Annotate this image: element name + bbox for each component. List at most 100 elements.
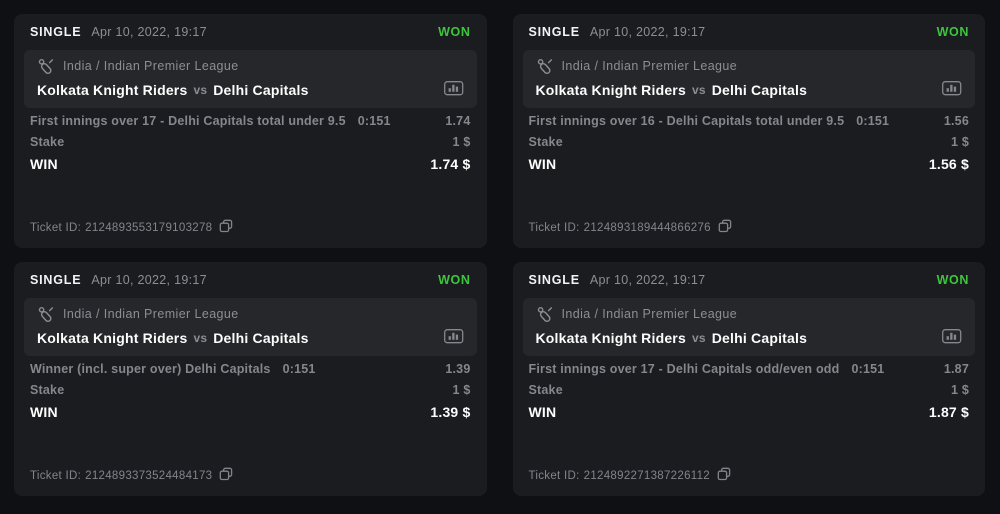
ticket-id-prefix: Ticket ID: (30, 469, 82, 482)
stake-row: Stake 1 $ (30, 135, 471, 156)
stake-value: 1 $ (452, 383, 471, 397)
cricket-bat-icon (37, 57, 55, 75)
win-value: 1.74 $ (430, 156, 471, 172)
copy-ticket-button[interactable] (718, 219, 732, 236)
card-header: SINGLE Apr 10, 2022, 19:17 WON (30, 14, 471, 50)
win-label: WIN (528, 156, 557, 172)
league-label: India / Indian Premier League (561, 306, 738, 321)
match-panel: India / Indian Premier League Kolkata Kn… (522, 298, 975, 356)
bet-odds: 1.74 (445, 114, 471, 128)
stake-value: 1 $ (951, 135, 969, 149)
ticket-row: Ticket ID: 2124892271387226112 (529, 467, 970, 484)
win-value: 1.87 $ (928, 404, 969, 420)
bar-chart-icon (443, 329, 464, 347)
league-row: India / Indian Premier League (37, 305, 464, 323)
win-label: WIN (528, 404, 557, 420)
win-row: WIN 1.87 $ (529, 404, 970, 427)
match-stats-button[interactable] (443, 81, 464, 99)
match-stats-button[interactable] (942, 329, 962, 347)
copy-icon (219, 467, 233, 484)
league-label: India / Indian Premier League (561, 58, 738, 73)
ticket-row: Ticket ID: 2124893189444866276 (529, 219, 970, 236)
bet-details: First innings over 17 - Delhi Capitals o… (529, 362, 970, 427)
bet-details: First innings over 16 - Delhi Capitals t… (529, 114, 970, 179)
stake-label: Stake (30, 135, 65, 149)
bet-row: First innings over 17 - Delhi Capitals o… (529, 362, 970, 383)
card-header: SINGLE Apr 10, 2022, 19:17 WON (529, 14, 970, 50)
match-panel: India / Indian Premier League Kolkata Kn… (24, 298, 477, 356)
win-label: WIN (30, 156, 58, 172)
match-row: Kolkata Knight Riders vs Delhi Capitals (37, 80, 464, 100)
home-team: Kolkata Knight Riders (535, 82, 686, 98)
bet-type-label: SINGLE (30, 25, 82, 39)
ticket-id-prefix: Ticket ID: (30, 221, 82, 234)
ticket-row: Ticket ID: 2124893373524484173 (30, 467, 471, 484)
win-row: WIN 1.56 $ (529, 156, 970, 179)
cricket-bat-icon (536, 57, 554, 75)
bet-name: First innings over 16 - Delhi Capitals t… (528, 114, 845, 128)
bet-row: First innings over 16 - Delhi Capitals t… (529, 114, 970, 135)
bet-details: First innings over 17 - Delhi Capitals t… (30, 114, 471, 179)
bet-ticket-card: SINGLE Apr 10, 2022, 19:17 WON India / I… (14, 14, 487, 248)
bet-datetime: Apr 10, 2022, 19:17 (91, 25, 207, 39)
vs-label: vs (193, 331, 208, 345)
copy-icon (717, 467, 731, 484)
stake-value: 1 $ (951, 383, 969, 397)
win-label: WIN (30, 404, 58, 420)
bet-details: Winner (incl. super over) Delhi Capitals… (30, 362, 471, 427)
ticket-id-prefix: Ticket ID: (528, 221, 580, 234)
home-team: Kolkata Knight Riders (37, 330, 188, 346)
league-row: India / Indian Premier League (536, 305, 963, 323)
stake-label: Stake (528, 135, 563, 149)
cricket-bat-icon (536, 305, 554, 323)
bet-odds: 1.87 (943, 362, 969, 376)
win-value: 1.39 $ (430, 404, 471, 420)
bet-odds: 1.56 (943, 114, 969, 128)
bet-odds: 1.39 (445, 362, 471, 376)
ticket-id: 2124892271387226112 (583, 469, 711, 482)
vs-label: vs (691, 331, 706, 345)
bet-type-label: SINGLE (528, 25, 580, 39)
bar-chart-icon (942, 329, 962, 347)
status-badge: WON (936, 273, 969, 287)
match-score: 0:151 (856, 114, 890, 128)
vs-label: vs (691, 83, 706, 97)
match-panel: India / Indian Premier League Kolkata Kn… (522, 50, 975, 108)
match-stats-button[interactable] (942, 81, 962, 99)
match-stats-button[interactable] (443, 329, 464, 347)
copy-icon (219, 219, 233, 236)
bet-ticket-card: SINGLE Apr 10, 2022, 19:17 WON India / I… (512, 262, 985, 496)
away-team: Delhi Capitals (213, 330, 309, 346)
copy-ticket-button[interactable] (717, 467, 731, 484)
win-value: 1.56 $ (928, 156, 969, 172)
bet-row: First innings over 17 - Delhi Capitals t… (30, 114, 471, 135)
bet-datetime: Apr 10, 2022, 19:17 (589, 273, 706, 287)
bet-name: Winner (incl. super over) Delhi Capitals (30, 362, 271, 376)
status-badge: WON (438, 25, 471, 39)
bet-type-label: SINGLE (528, 273, 580, 287)
home-team: Kolkata Knight Riders (535, 330, 686, 346)
match-score: 0:151 (851, 362, 885, 376)
away-team: Delhi Capitals (711, 82, 808, 98)
bet-row: Winner (incl. super over) Delhi Capitals… (30, 362, 471, 383)
ticket-id-prefix: Ticket ID: (528, 469, 580, 482)
bar-chart-icon (942, 81, 962, 99)
match-score: 0:151 (282, 362, 316, 376)
card-header: SINGLE Apr 10, 2022, 19:17 WON (30, 262, 471, 298)
ticket-id: 2124893189444866276 (583, 221, 711, 234)
copy-ticket-button[interactable] (219, 467, 233, 484)
away-team: Delhi Capitals (711, 330, 808, 346)
match-row: Kolkata Knight Riders vs Delhi Capitals (37, 328, 464, 348)
ticket-id: 2124893373524484173 (85, 469, 213, 482)
match-panel: India / Indian Premier League Kolkata Kn… (24, 50, 477, 108)
bet-type-label: SINGLE (30, 273, 82, 287)
stake-label: Stake (528, 383, 563, 397)
stake-row: Stake 1 $ (30, 383, 471, 404)
league-label: India / Indian Premier League (63, 58, 239, 73)
win-row: WIN 1.74 $ (30, 156, 471, 179)
bet-name: First innings over 17 - Delhi Capitals t… (30, 114, 346, 128)
bet-ticket-card: SINGLE Apr 10, 2022, 19:17 WON India / I… (512, 14, 985, 248)
win-row: WIN 1.39 $ (30, 404, 471, 427)
card-header: SINGLE Apr 10, 2022, 19:17 WON (529, 262, 970, 298)
copy-ticket-button[interactable] (219, 219, 233, 236)
